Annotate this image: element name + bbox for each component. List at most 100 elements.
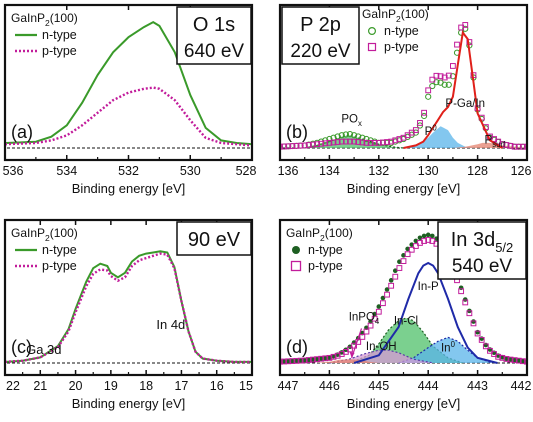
legend-label-p-type: p-type <box>42 44 77 58</box>
annotation-b-3-sub: surf <box>492 140 506 149</box>
data-point-p-type <box>347 138 353 145</box>
annotation-d-2-main: In-Cl <box>394 316 418 328</box>
annotation-d-0-sub: 4 <box>375 317 380 326</box>
data-point-n-type <box>392 268 398 274</box>
series-line-p-type <box>6 252 251 364</box>
data-point-p-type <box>462 22 469 28</box>
data-point-p-type <box>396 265 403 271</box>
data-point-p-type <box>285 143 292 150</box>
data-point-n-type <box>421 233 427 239</box>
panel-b: 136 134 132 130 128 126 Binding energy [eV] POx… <box>278 3 531 196</box>
fit-component-d-4 <box>398 337 493 363</box>
data-point-p-type <box>478 337 485 343</box>
legend-label-n-type: n-type <box>42 243 77 257</box>
data-point-p-type <box>342 138 349 145</box>
data-point-p-type <box>359 139 366 146</box>
sample-label-sub: 2 <box>45 18 50 28</box>
data-point-p-type <box>503 356 510 362</box>
data-point-p-type <box>425 87 432 94</box>
data-point-p-type <box>495 353 502 360</box>
series-line-p-type <box>6 86 251 147</box>
data-point-p-type <box>322 140 329 147</box>
data-point-p-type <box>318 355 325 362</box>
data-point-p-type <box>330 353 337 360</box>
data-point-p-type <box>482 343 489 350</box>
annotation-d-3: In-OH <box>366 341 397 353</box>
annotation-d-4: In0 <box>441 340 456 355</box>
data-point-p-type <box>380 139 386 146</box>
x-tick-label: 443 <box>467 379 488 393</box>
sample-label-main: GaInP <box>11 226 45 240</box>
data-point-p-type <box>310 356 316 363</box>
sample-label-sub: 2 <box>45 233 50 243</box>
annotation-d-4-sup: 0 <box>451 340 456 349</box>
title-box <box>281 6 360 65</box>
x-tick-label: 134 <box>319 164 340 178</box>
data-point-n-type <box>302 358 308 363</box>
data-point-n-type <box>388 278 394 283</box>
data-point-p-type <box>462 299 469 306</box>
chart-title-main: 90 eV <box>188 229 241 251</box>
data-point-p-type <box>524 358 526 365</box>
data-point-n-type <box>306 357 312 363</box>
data-point-p-type <box>281 143 288 150</box>
data-point-p-type <box>515 357 522 364</box>
data-point-n-type <box>331 353 336 359</box>
data-point-p-type <box>305 357 312 363</box>
data-point-p-type <box>404 251 411 258</box>
legend-label-p-type: p-type <box>384 40 419 54</box>
legend-marker-p-type <box>367 42 377 52</box>
data-point-p-type <box>487 347 493 354</box>
data-point-p-type <box>507 356 514 363</box>
title-box <box>176 221 252 256</box>
data-point-n-type <box>413 238 419 244</box>
data-point-p-type <box>314 356 320 363</box>
x-tick-label: 130 <box>418 164 439 178</box>
chart-title: In 3d5/2 <box>451 229 514 255</box>
data-point-p-type <box>396 136 403 142</box>
data-point-p-type <box>437 73 444 80</box>
data-point-p-type <box>458 288 465 295</box>
data-point-p-type <box>359 334 366 340</box>
x-tick-label: 19 <box>104 379 118 393</box>
data-point-p-type <box>507 142 514 149</box>
data-point-p-type <box>519 358 526 365</box>
x-tick-label: 136 <box>278 164 299 178</box>
x-axis-label: Binding energy [eV] <box>72 396 185 411</box>
sample-label-sub: 2 <box>396 14 401 24</box>
panel-c: 22 21 20 19 18 17 16 15 Binding energy [eV] In 4d… <box>3 218 254 411</box>
data-point-n-type <box>420 112 428 120</box>
data-point-n-type <box>405 246 410 252</box>
data-point-n-type <box>425 93 432 100</box>
legend-marker-n-type <box>292 246 300 254</box>
data-point-p-type <box>474 330 481 337</box>
annotation-d-4-main: In <box>441 342 451 354</box>
data-point-p-type <box>326 139 333 146</box>
x-tick-label: 15 <box>239 379 253 393</box>
x-tick-label: 536 <box>3 164 24 178</box>
data-point-n-type <box>512 357 517 363</box>
data-point-p-type <box>511 357 518 364</box>
data-point-p-type <box>433 72 440 79</box>
data-point-p-type <box>367 139 374 146</box>
x-tick-label: 530 <box>180 164 201 178</box>
data-point-p-type <box>334 352 341 359</box>
annotation-b-2: P-Ga/In <box>445 98 485 110</box>
data-point-p-type <box>301 357 308 364</box>
fit-outline-d-5 <box>329 349 434 364</box>
annotation-arrowhead-inpo4 <box>349 351 355 358</box>
data-point-p-type <box>293 142 300 149</box>
data-point-n-type <box>281 359 287 364</box>
data-point-n-type <box>346 131 354 138</box>
data-point-n-type <box>326 135 333 143</box>
panel-label: (d) <box>286 337 308 357</box>
plot-area <box>6 20 251 147</box>
data-point-p-type <box>384 291 390 298</box>
data-point-n-type <box>409 242 415 247</box>
data-point-p-type <box>503 142 510 148</box>
data-point-p-type <box>314 141 320 148</box>
data-point-p-type <box>445 72 452 79</box>
sample-label: GaInP2(100) <box>286 226 353 243</box>
data-point-n-type <box>314 356 320 362</box>
data-point-n-type <box>500 354 505 360</box>
